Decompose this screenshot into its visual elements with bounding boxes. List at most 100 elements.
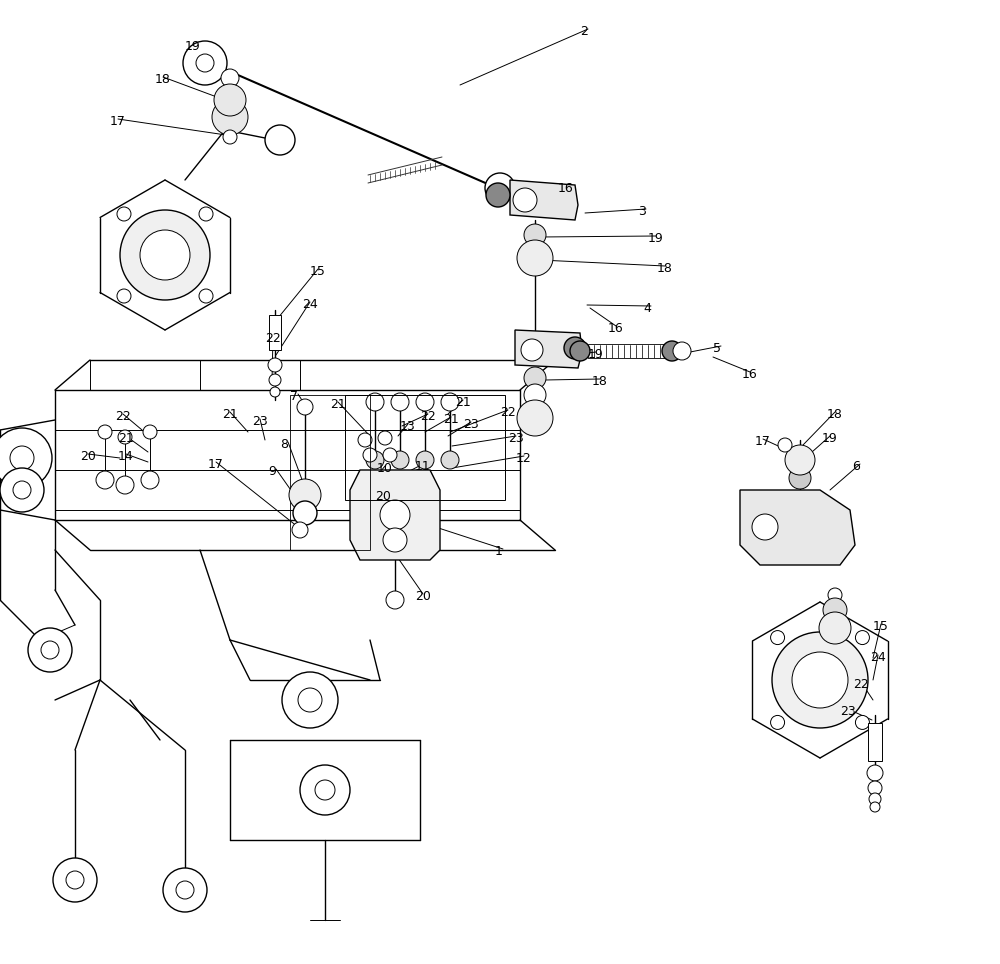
Circle shape bbox=[196, 54, 214, 72]
Circle shape bbox=[366, 393, 384, 411]
Text: 7: 7 bbox=[290, 390, 298, 403]
Text: 20: 20 bbox=[415, 590, 431, 603]
Text: 3: 3 bbox=[638, 205, 646, 218]
Circle shape bbox=[221, 69, 239, 87]
Text: 21: 21 bbox=[455, 396, 471, 409]
Text: 21: 21 bbox=[443, 413, 459, 426]
Circle shape bbox=[315, 780, 335, 800]
Text: 24: 24 bbox=[870, 651, 886, 664]
Circle shape bbox=[416, 393, 434, 411]
Circle shape bbox=[673, 342, 691, 360]
Text: 19: 19 bbox=[822, 432, 838, 445]
Circle shape bbox=[391, 393, 409, 411]
Circle shape bbox=[524, 367, 546, 389]
Circle shape bbox=[823, 598, 847, 622]
Circle shape bbox=[13, 481, 31, 499]
Circle shape bbox=[485, 173, 515, 203]
Circle shape bbox=[386, 591, 404, 609]
Bar bbox=[269, 315, 281, 350]
Circle shape bbox=[116, 476, 134, 494]
Circle shape bbox=[752, 514, 778, 540]
Circle shape bbox=[289, 479, 321, 511]
Circle shape bbox=[771, 715, 785, 730]
Circle shape bbox=[143, 425, 157, 439]
Circle shape bbox=[441, 451, 459, 469]
Text: 23: 23 bbox=[840, 705, 856, 718]
Circle shape bbox=[223, 130, 237, 144]
Text: 15: 15 bbox=[873, 620, 889, 633]
Circle shape bbox=[524, 384, 546, 406]
Circle shape bbox=[855, 630, 869, 645]
Circle shape bbox=[662, 341, 682, 361]
Bar bbox=[345, 395, 505, 500]
Circle shape bbox=[199, 207, 213, 221]
Text: 19: 19 bbox=[185, 40, 201, 53]
Circle shape bbox=[358, 433, 372, 447]
Circle shape bbox=[564, 337, 586, 359]
Text: 18: 18 bbox=[657, 262, 673, 275]
Circle shape bbox=[524, 224, 546, 246]
Circle shape bbox=[199, 289, 213, 303]
Text: 12: 12 bbox=[516, 452, 532, 465]
Circle shape bbox=[118, 430, 132, 444]
Text: 16: 16 bbox=[608, 322, 624, 335]
Circle shape bbox=[380, 500, 410, 530]
Circle shape bbox=[96, 471, 114, 489]
Circle shape bbox=[517, 400, 553, 436]
Circle shape bbox=[521, 339, 543, 361]
Circle shape bbox=[383, 448, 397, 462]
Text: 8: 8 bbox=[280, 438, 288, 451]
Circle shape bbox=[292, 522, 308, 538]
Circle shape bbox=[772, 632, 868, 728]
Circle shape bbox=[771, 630, 785, 645]
Text: 22: 22 bbox=[115, 410, 131, 423]
Circle shape bbox=[117, 289, 131, 303]
Circle shape bbox=[0, 428, 52, 488]
Text: 22: 22 bbox=[420, 410, 436, 423]
Circle shape bbox=[41, 641, 59, 659]
Circle shape bbox=[391, 451, 409, 469]
Text: 14: 14 bbox=[118, 450, 134, 463]
Circle shape bbox=[293, 501, 317, 525]
Circle shape bbox=[363, 448, 377, 462]
Text: 11: 11 bbox=[415, 460, 431, 473]
Text: 22: 22 bbox=[500, 406, 516, 419]
Circle shape bbox=[265, 125, 295, 155]
Circle shape bbox=[366, 451, 384, 469]
Text: 4: 4 bbox=[643, 302, 651, 315]
Text: 9: 9 bbox=[268, 465, 276, 478]
Circle shape bbox=[212, 99, 248, 135]
Circle shape bbox=[298, 688, 322, 712]
Polygon shape bbox=[515, 330, 582, 368]
Polygon shape bbox=[740, 490, 855, 565]
Circle shape bbox=[869, 793, 881, 805]
Circle shape bbox=[98, 425, 112, 439]
Text: 10: 10 bbox=[377, 462, 393, 475]
Circle shape bbox=[269, 374, 281, 386]
Polygon shape bbox=[510, 180, 578, 220]
Text: 17: 17 bbox=[110, 115, 126, 128]
Circle shape bbox=[214, 84, 246, 116]
Circle shape bbox=[117, 207, 131, 221]
Circle shape bbox=[282, 672, 338, 728]
Text: 6: 6 bbox=[852, 460, 860, 473]
Text: 18: 18 bbox=[592, 375, 608, 388]
Text: 22: 22 bbox=[853, 678, 869, 691]
Bar bbox=[290, 395, 370, 550]
Text: 2: 2 bbox=[580, 25, 588, 38]
Text: 18: 18 bbox=[155, 73, 171, 86]
Circle shape bbox=[789, 467, 811, 489]
Circle shape bbox=[270, 387, 280, 397]
Text: 23: 23 bbox=[508, 432, 524, 445]
Circle shape bbox=[870, 802, 880, 812]
Circle shape bbox=[220, 85, 240, 105]
Text: 24: 24 bbox=[302, 298, 318, 311]
Circle shape bbox=[828, 588, 842, 602]
Circle shape bbox=[378, 431, 392, 445]
Circle shape bbox=[416, 451, 434, 469]
Text: 21: 21 bbox=[330, 398, 346, 411]
Text: 16: 16 bbox=[742, 368, 758, 381]
Circle shape bbox=[868, 781, 882, 795]
Circle shape bbox=[867, 765, 883, 781]
Circle shape bbox=[570, 341, 590, 361]
